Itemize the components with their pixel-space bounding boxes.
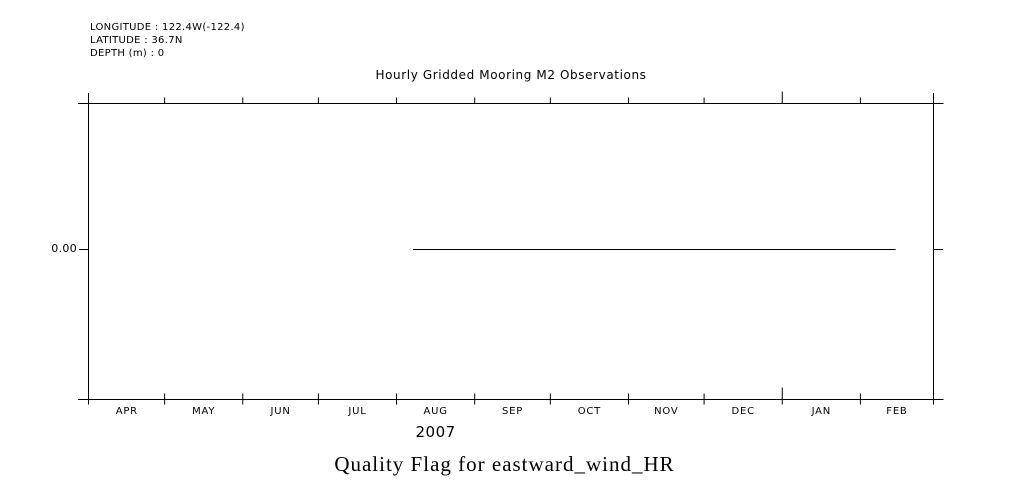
x-axis-month-label: NOV: [654, 406, 679, 417]
latitude-label: LATITUDE : 36.7N: [90, 35, 183, 46]
chart-bottom-title: Quality Flag for eastward_wind_HR: [334, 452, 675, 476]
x-axis-month-label: DEC: [731, 406, 755, 417]
x-axis-month-label: JUL: [348, 406, 367, 417]
x-axis-month-label: AUG: [423, 406, 448, 417]
metadata-block: LONGITUDE : 122.4W(-122.4) LATITUDE : 36.…: [90, 21, 245, 60]
x-axis-year-label: 2007: [415, 423, 456, 441]
y-axis-tick-label: 0.00: [51, 242, 77, 255]
plot-title: Hourly Gridded Mooring M2 Observations: [375, 68, 647, 82]
longitude-label: LONGITUDE : 122.4W(-122.4): [90, 22, 245, 33]
x-axis-month-label: OCT: [577, 406, 602, 417]
x-axis-month-label: APR: [115, 406, 138, 417]
depth-label: DEPTH (m) : 0: [90, 48, 165, 59]
x-axis-month-label: FEB: [886, 406, 908, 417]
x-axis-month-label: JAN: [811, 406, 832, 417]
x-axis-month-label: MAY: [192, 406, 216, 417]
x-axis-month-label: SEP: [501, 406, 524, 417]
x-axis-month-label: JUN: [270, 406, 291, 417]
